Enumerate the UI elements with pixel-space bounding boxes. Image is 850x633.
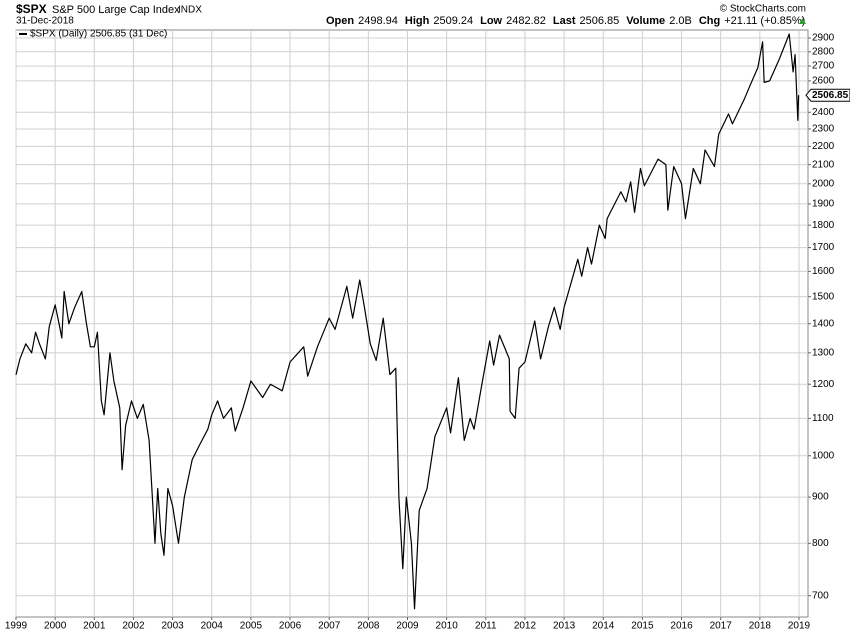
x-tick-label: 2008 bbox=[357, 621, 380, 632]
stat-value: 2498.94 bbox=[358, 15, 398, 27]
x-tick-label: 2006 bbox=[279, 621, 302, 632]
x-tick-label: 2010 bbox=[436, 621, 459, 632]
y-tick-label: 1500 bbox=[812, 291, 835, 302]
y-tick-label: 1100 bbox=[812, 413, 834, 424]
x-tick-label: 2016 bbox=[670, 621, 693, 632]
stat-value: 2482.82 bbox=[506, 15, 546, 27]
y-tick-label: 1000 bbox=[812, 450, 835, 461]
x-tick-label: 2001 bbox=[83, 621, 106, 632]
y-tick-label: 1700 bbox=[812, 242, 835, 253]
legend-label: $SPX (Daily) 2506.85 (31 Dec) bbox=[30, 29, 167, 40]
y-tick-label: 2800 bbox=[812, 46, 835, 57]
x-tick-label: 2005 bbox=[240, 621, 263, 632]
chart-subtitle: S&P 500 Large Cap Index bbox=[52, 4, 180, 16]
y-tick-label: 2900 bbox=[812, 33, 835, 44]
stat-value: 2.0B bbox=[669, 15, 692, 27]
y-tick-label: 2200 bbox=[812, 141, 835, 152]
x-tick-label: 2004 bbox=[201, 621, 224, 632]
stat-value: 2506.85 bbox=[580, 15, 620, 27]
y-tick-label: 2700 bbox=[812, 61, 835, 72]
last-value-label: 2506.85 bbox=[812, 90, 849, 101]
stat-label: Low bbox=[480, 15, 502, 27]
x-tick-label: 2003 bbox=[161, 621, 184, 632]
y-tick-label: 1900 bbox=[812, 199, 835, 210]
x-tick-label: 2012 bbox=[514, 621, 537, 632]
stat-label: High bbox=[405, 15, 430, 27]
y-tick-label: 2300 bbox=[812, 124, 835, 135]
x-tick-label: 2011 bbox=[475, 621, 497, 632]
last-value-box bbox=[805, 88, 850, 102]
exchange: INDX bbox=[178, 5, 202, 16]
y-tick-label: 2400 bbox=[812, 107, 835, 118]
y-tick-label: 1400 bbox=[812, 318, 835, 329]
x-tick-label: 2002 bbox=[122, 621, 145, 632]
y-tick-label: 800 bbox=[812, 538, 829, 549]
x-tick-label: 2007 bbox=[318, 621, 341, 632]
y-tick-label: 900 bbox=[812, 492, 829, 503]
x-tick-label: 2017 bbox=[710, 621, 733, 632]
y-tick-label: 1800 bbox=[812, 220, 835, 231]
stat-label: Volume bbox=[626, 15, 665, 27]
price-line bbox=[15, 33, 800, 610]
x-tick-label: 2013 bbox=[553, 621, 576, 632]
y-tick-label: 700 bbox=[812, 590, 829, 601]
stat-label: Last bbox=[553, 15, 576, 27]
y-tick-label: 1600 bbox=[812, 266, 835, 277]
x-tick-label: 2000 bbox=[44, 621, 67, 632]
stat-value: 2509.24 bbox=[433, 15, 473, 27]
up-arrow bbox=[799, 18, 806, 24]
stat-label: Chg bbox=[699, 15, 720, 27]
x-tick-label: 2009 bbox=[396, 621, 419, 632]
x-tick-label: 2014 bbox=[592, 621, 615, 632]
date: 31-Dec-2018 bbox=[16, 16, 74, 27]
credit: © StockCharts.com bbox=[720, 4, 806, 15]
chart-title: $SPX bbox=[16, 2, 47, 16]
y-tick-label: 2100 bbox=[812, 159, 835, 170]
y-tick-label: 2000 bbox=[812, 178, 835, 189]
stat-value: +21.11 (+0.85%) bbox=[724, 15, 805, 27]
x-tick-label: 2015 bbox=[631, 621, 654, 632]
x-tick-label: 2018 bbox=[749, 621, 772, 632]
x-tick-label: 2019 bbox=[788, 621, 811, 632]
x-tick-label: 1999 bbox=[5, 621, 28, 632]
y-tick-label: 2600 bbox=[812, 76, 835, 87]
y-tick-label: 1300 bbox=[812, 347, 835, 358]
y-tick-label: 1200 bbox=[812, 379, 835, 390]
stats: Open 2498.94 High 2509.24 Low 2482.82 Last 2506… bbox=[326, 15, 805, 27]
stat-label: Open bbox=[326, 15, 354, 27]
